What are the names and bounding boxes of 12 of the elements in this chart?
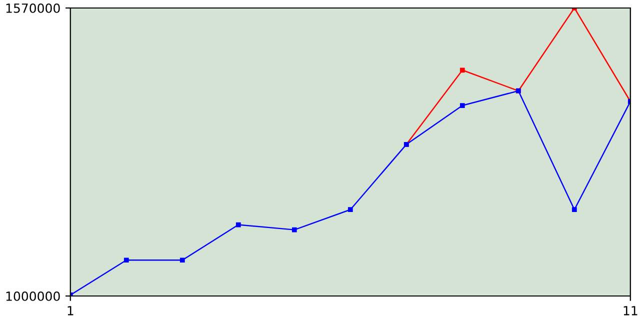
y-tick-label: 1570000	[6, 3, 60, 13]
y-tick-label: 1000000	[6, 291, 60, 301]
point	[572, 207, 577, 212]
point	[292, 227, 297, 232]
point	[348, 207, 353, 212]
x-tick-label: 1	[68, 306, 74, 316]
point	[124, 258, 129, 263]
point	[236, 222, 241, 228]
point	[180, 258, 185, 263]
point	[460, 68, 465, 73]
point	[460, 103, 465, 108]
x-tick-label: 11	[624, 306, 638, 316]
